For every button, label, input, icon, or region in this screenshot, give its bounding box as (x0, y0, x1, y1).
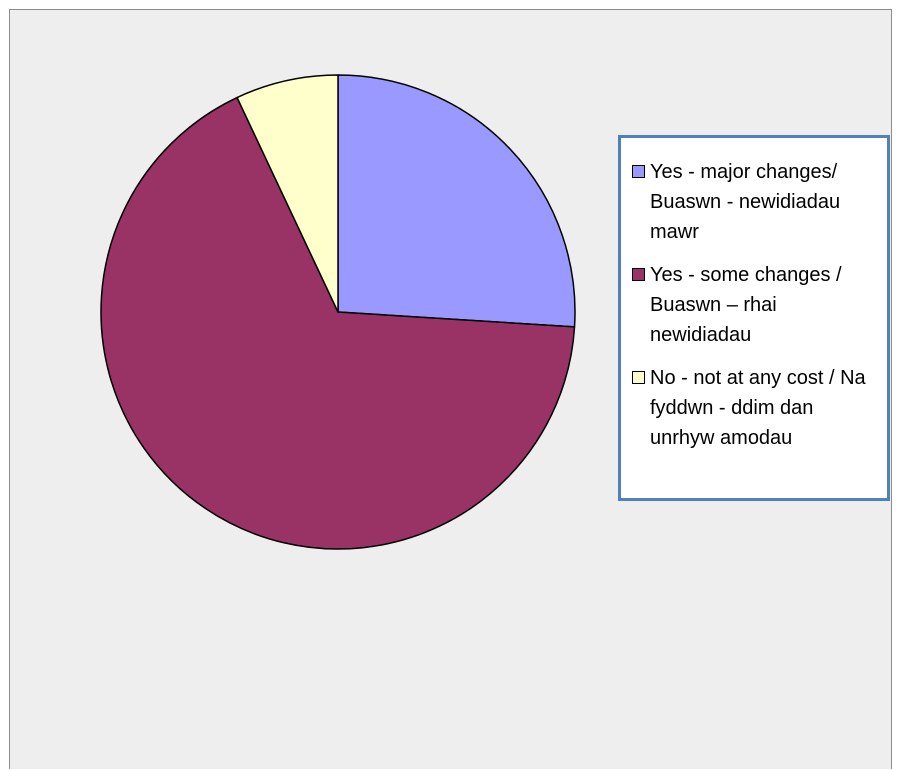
legend-swatch-not-at-any-cost (632, 371, 645, 384)
legend: Yes - major changes/ Buaswn - newidiadau… (618, 135, 890, 501)
legend-item-not-at-any-cost: No - not at any cost / Na fyddwn - ddim … (632, 363, 879, 453)
pie-chart (100, 74, 576, 550)
pie-slice-major-changes (337, 74, 576, 328)
legend-label-some-changes: Yes - some changes / Buaswn – rhai newid… (650, 264, 842, 346)
legend-swatch-major-changes (632, 165, 645, 178)
legend-label-major-changes: Yes - major changes/ Buaswn - newidiadau… (650, 161, 841, 243)
pie-slice-some-changes (100, 96, 576, 550)
pie-slice-not-at-any-cost (236, 74, 339, 313)
chart-area: Yes - major changes/ Buaswn - newidiadau… (9, 9, 892, 769)
legend-swatch-some-changes (632, 268, 645, 281)
legend-item-major-changes: Yes - major changes/ Buaswn - newidiadau… (632, 157, 879, 247)
legend-label-not-at-any-cost: No - not at any cost / Na fyddwn - ddim … (650, 367, 866, 449)
legend-item-some-changes: Yes - some changes / Buaswn – rhai newid… (632, 260, 879, 350)
